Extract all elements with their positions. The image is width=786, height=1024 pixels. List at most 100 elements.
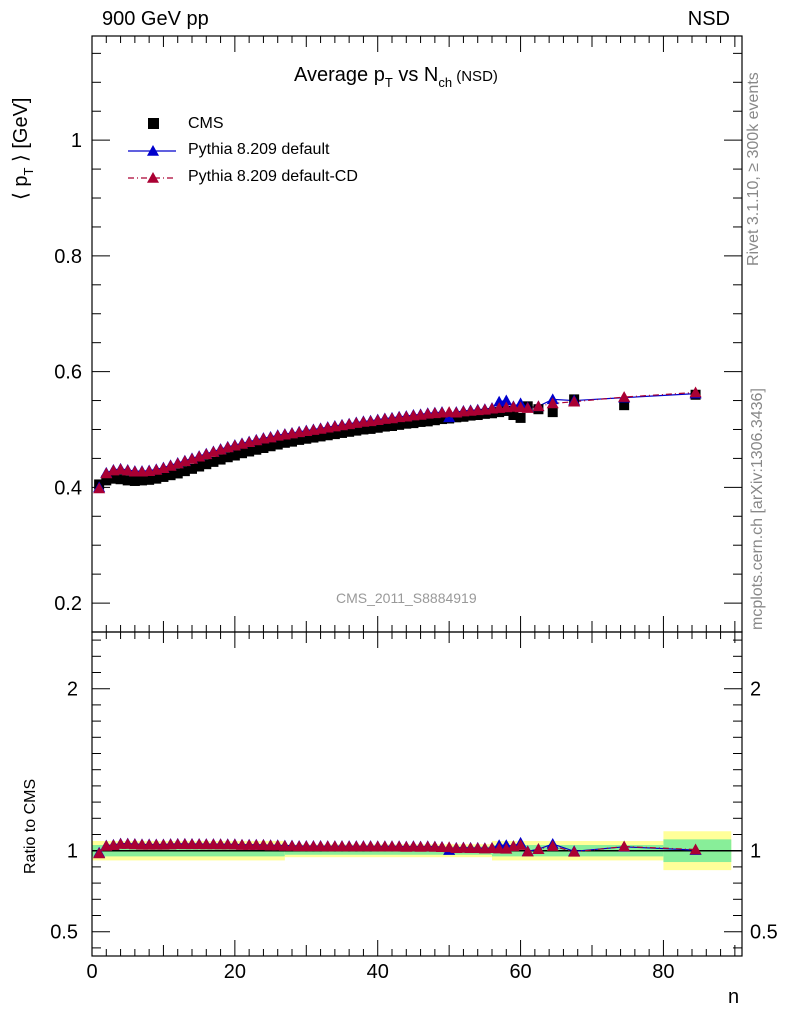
cms-point-37 <box>358 424 369 435</box>
rivet-label: Rivet 3.1.10, ≥ 300k events <box>745 72 762 266</box>
ratio-cd-point-63 <box>568 845 581 857</box>
cms-point-48 <box>437 414 447 425</box>
cms-point-42 <box>394 419 405 430</box>
ylabel-tail: ⟩ [GeV] <box>10 97 32 168</box>
cms-point-58 <box>508 410 519 421</box>
cms-point-43 <box>401 418 412 429</box>
cms-point-20 <box>237 448 247 459</box>
cd-point-1 <box>100 467 113 479</box>
legend-marker-default <box>147 145 159 156</box>
x-tick-label-3: 60 <box>509 961 531 983</box>
cms-point-19 <box>229 450 240 461</box>
ylabel-sub: T <box>21 167 36 176</box>
cd-point-0 <box>93 482 106 494</box>
ratio-tick-label-right-2: 2 <box>750 679 761 701</box>
title-sub-t: T <box>384 75 393 90</box>
legend-label-cms: CMS <box>188 115 224 132</box>
header-right: NSD <box>687 8 730 30</box>
cms-point-28 <box>294 434 305 445</box>
cms-point-21 <box>244 446 255 457</box>
cd-point-64 <box>618 391 631 402</box>
y-tick-label-2: 0.6 <box>54 362 82 384</box>
cms-point-13 <box>187 463 197 474</box>
ratio-cd-point-0 <box>93 847 106 859</box>
x-tick-label-0: 0 <box>86 961 97 983</box>
cms-point-4 <box>122 475 133 486</box>
cms-point-31 <box>315 431 326 442</box>
cd-point-61 <box>532 400 545 412</box>
cms-point-46 <box>422 416 433 427</box>
cms-point-62 <box>547 407 558 418</box>
default-point-57 <box>500 394 513 406</box>
cms-point-6 <box>137 475 147 486</box>
legend-marker-cms <box>148 118 159 129</box>
cms-point-10 <box>165 470 176 481</box>
cms-point-36 <box>351 425 362 436</box>
cms-point-39 <box>372 422 383 433</box>
cms-point-16 <box>208 456 219 467</box>
ratio-tick-label-0: 0.5 <box>50 922 78 944</box>
ratio-cd-point-65 <box>689 843 702 855</box>
legend-marker-cd <box>147 172 159 183</box>
title-vs: vs N <box>392 64 439 86</box>
ratio-cd-point-59 <box>514 839 527 850</box>
ratio-tick-label-2: 2 <box>67 679 78 701</box>
cms-point-26 <box>279 437 290 448</box>
cms-point-33 <box>329 429 340 440</box>
ratio-tick-label-right-1: 1 <box>750 841 761 863</box>
title-main: Average p <box>294 64 385 86</box>
cd-point-65 <box>689 386 702 398</box>
x-tick-label-4: 80 <box>652 961 674 983</box>
cms-point-27 <box>287 436 297 447</box>
cd-point-60 <box>521 402 534 413</box>
cms-point-5 <box>129 475 140 486</box>
ratio-cd-point-61 <box>532 843 545 854</box>
cms-point-51 <box>458 411 469 422</box>
cd-point-62 <box>546 397 559 409</box>
ratio-cd-point-49 <box>443 841 456 853</box>
cms-point-59 <box>515 412 526 423</box>
cms-point-44 <box>408 418 419 429</box>
title-sub-ch: ch <box>438 75 453 90</box>
title-tail: (NSD) <box>452 68 498 85</box>
ratio-cd-point-62 <box>546 840 559 851</box>
ratio-frame <box>91 631 743 957</box>
legend-label-default: Pythia 8.209 default <box>188 141 330 158</box>
cms-point-8 <box>151 473 162 484</box>
cms-point-64 <box>619 400 630 411</box>
y-tick-label-1: 0.4 <box>54 477 82 499</box>
ratio-cd-point-64 <box>618 840 631 852</box>
y-tick-label-3: 0.8 <box>54 246 82 268</box>
cms-point-14 <box>194 461 205 472</box>
cms-point-1 <box>101 475 112 486</box>
y-tick-label-0: 0.2 <box>54 593 82 615</box>
cms-point-3 <box>115 474 126 485</box>
header-left: 900 GeV pp <box>102 8 209 30</box>
cms-point-2 <box>108 473 119 484</box>
legend-label-cd: Pythia 8.209 default-CD <box>188 168 358 185</box>
analysis-tag: CMS_2011_S8884919 <box>336 590 477 606</box>
cms-point-25 <box>272 439 283 450</box>
ratio-y-axis-label: Ratio to CMS <box>22 778 39 874</box>
y-axis-label: ⟨ pT ⟩ [GeV] <box>8 97 36 201</box>
cms-point-29 <box>301 433 312 444</box>
cms-point-23 <box>258 442 269 453</box>
ratio-tick-label-1: 1 <box>67 841 78 863</box>
cms-point-15 <box>201 459 212 470</box>
cms-point-17 <box>215 454 226 465</box>
ratio-cd-point-60 <box>521 845 534 857</box>
cd-point-4 <box>121 464 134 476</box>
cms-point-40 <box>379 421 390 432</box>
chart-title: Average pT vs Nch (NSD) <box>294 64 498 90</box>
x-tick-label-1: 20 <box>224 961 246 983</box>
cms-point-32 <box>322 430 333 441</box>
cms-point-12 <box>179 466 190 477</box>
x-tick-label-2: 40 <box>367 961 389 983</box>
cms-point-11 <box>172 468 183 479</box>
mcplots-label: mcplots.cern.ch [arXiv:1306.3436] <box>749 388 766 630</box>
cms-point-47 <box>429 415 440 426</box>
cms-point-41 <box>387 421 397 432</box>
x-axis-label: n <box>728 986 740 1008</box>
cms-point-7 <box>144 474 155 485</box>
